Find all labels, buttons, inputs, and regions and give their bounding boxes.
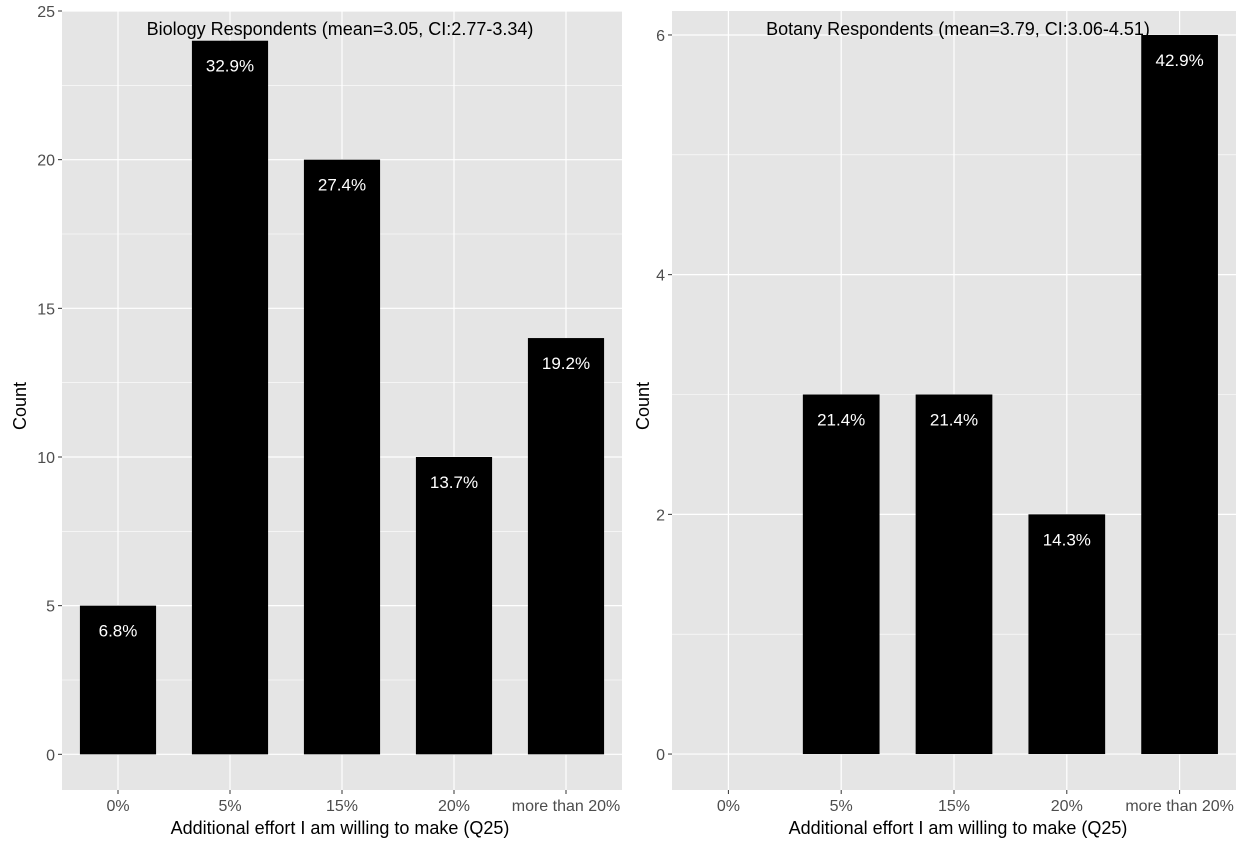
bar-2 bbox=[191, 40, 269, 755]
y-tick-label: 0 bbox=[656, 747, 665, 764]
bar-data-label: 42.9% bbox=[1155, 51, 1203, 70]
chart-panel-1: 0 5 10 15 20 25 6.8% 32.9% 27.4% 13.7% 19.2% 0% 5% 15… bbox=[10, 4, 622, 838]
x-tick-label: 5% bbox=[830, 798, 853, 815]
y-axis-label: Count bbox=[10, 382, 30, 430]
y-tick-label: 25 bbox=[37, 4, 55, 21]
y-tick-label: 4 bbox=[656, 268, 665, 285]
x-tick-label: more than 20% bbox=[512, 798, 621, 815]
bar-3 bbox=[303, 159, 381, 755]
y-tick-label: 10 bbox=[37, 450, 55, 467]
x-tick-label: 0% bbox=[717, 798, 740, 815]
x-tick-label: 15% bbox=[938, 798, 970, 815]
bar-data-label: 6.8% bbox=[99, 622, 138, 641]
y-axis-label: Count bbox=[633, 382, 653, 430]
x-tick-label: 20% bbox=[1051, 798, 1083, 815]
bar-2 bbox=[802, 394, 880, 755]
bar-4 bbox=[415, 456, 493, 755]
bar-data-label: 27.4% bbox=[318, 176, 366, 195]
x-axis-label: Additional effort I am willing to make (… bbox=[789, 818, 1128, 838]
y-tick-label: 0 bbox=[46, 747, 55, 764]
bar-data-label: 19.2% bbox=[542, 354, 590, 373]
bar-data-label: 32.9% bbox=[206, 57, 254, 76]
x-tick-label: 5% bbox=[218, 798, 241, 815]
x-tick-label: 0% bbox=[106, 798, 129, 815]
x-tick-label: 20% bbox=[438, 798, 470, 815]
y-tick-label: 15 bbox=[37, 301, 55, 318]
bar-5 bbox=[1141, 34, 1218, 755]
y-tick-label: 5 bbox=[46, 599, 55, 616]
bar-4 bbox=[1028, 514, 1106, 755]
y-tick-label: 6 bbox=[656, 28, 665, 45]
x-tick-label: more than 20% bbox=[1125, 798, 1234, 815]
chart-title: Biology Respondents (mean=3.05, CI:2.77-… bbox=[147, 19, 534, 39]
chart-panel-2: 0 2 4 6 21.4% 21.4% 14.3% 42.9% 0% 5% 15% 20% more t… bbox=[633, 11, 1236, 838]
y-tick-label: 2 bbox=[656, 507, 665, 524]
bar-data-label: 21.4% bbox=[930, 411, 978, 430]
y-tick-label: 20 bbox=[37, 153, 55, 170]
chart-title: Botany Respondents (mean=3.79, CI:3.06-4… bbox=[766, 19, 1150, 39]
bar-5 bbox=[527, 338, 605, 755]
x-tick-label: 15% bbox=[326, 798, 358, 815]
x-axis-label: Additional effort I am willing to make (… bbox=[171, 818, 510, 838]
bar-3 bbox=[915, 394, 993, 755]
bar-data-label: 13.7% bbox=[430, 473, 478, 492]
bar-data-label: 14.3% bbox=[1043, 530, 1091, 549]
bar-data-label: 21.4% bbox=[817, 411, 865, 430]
bar-1 bbox=[79, 605, 157, 755]
